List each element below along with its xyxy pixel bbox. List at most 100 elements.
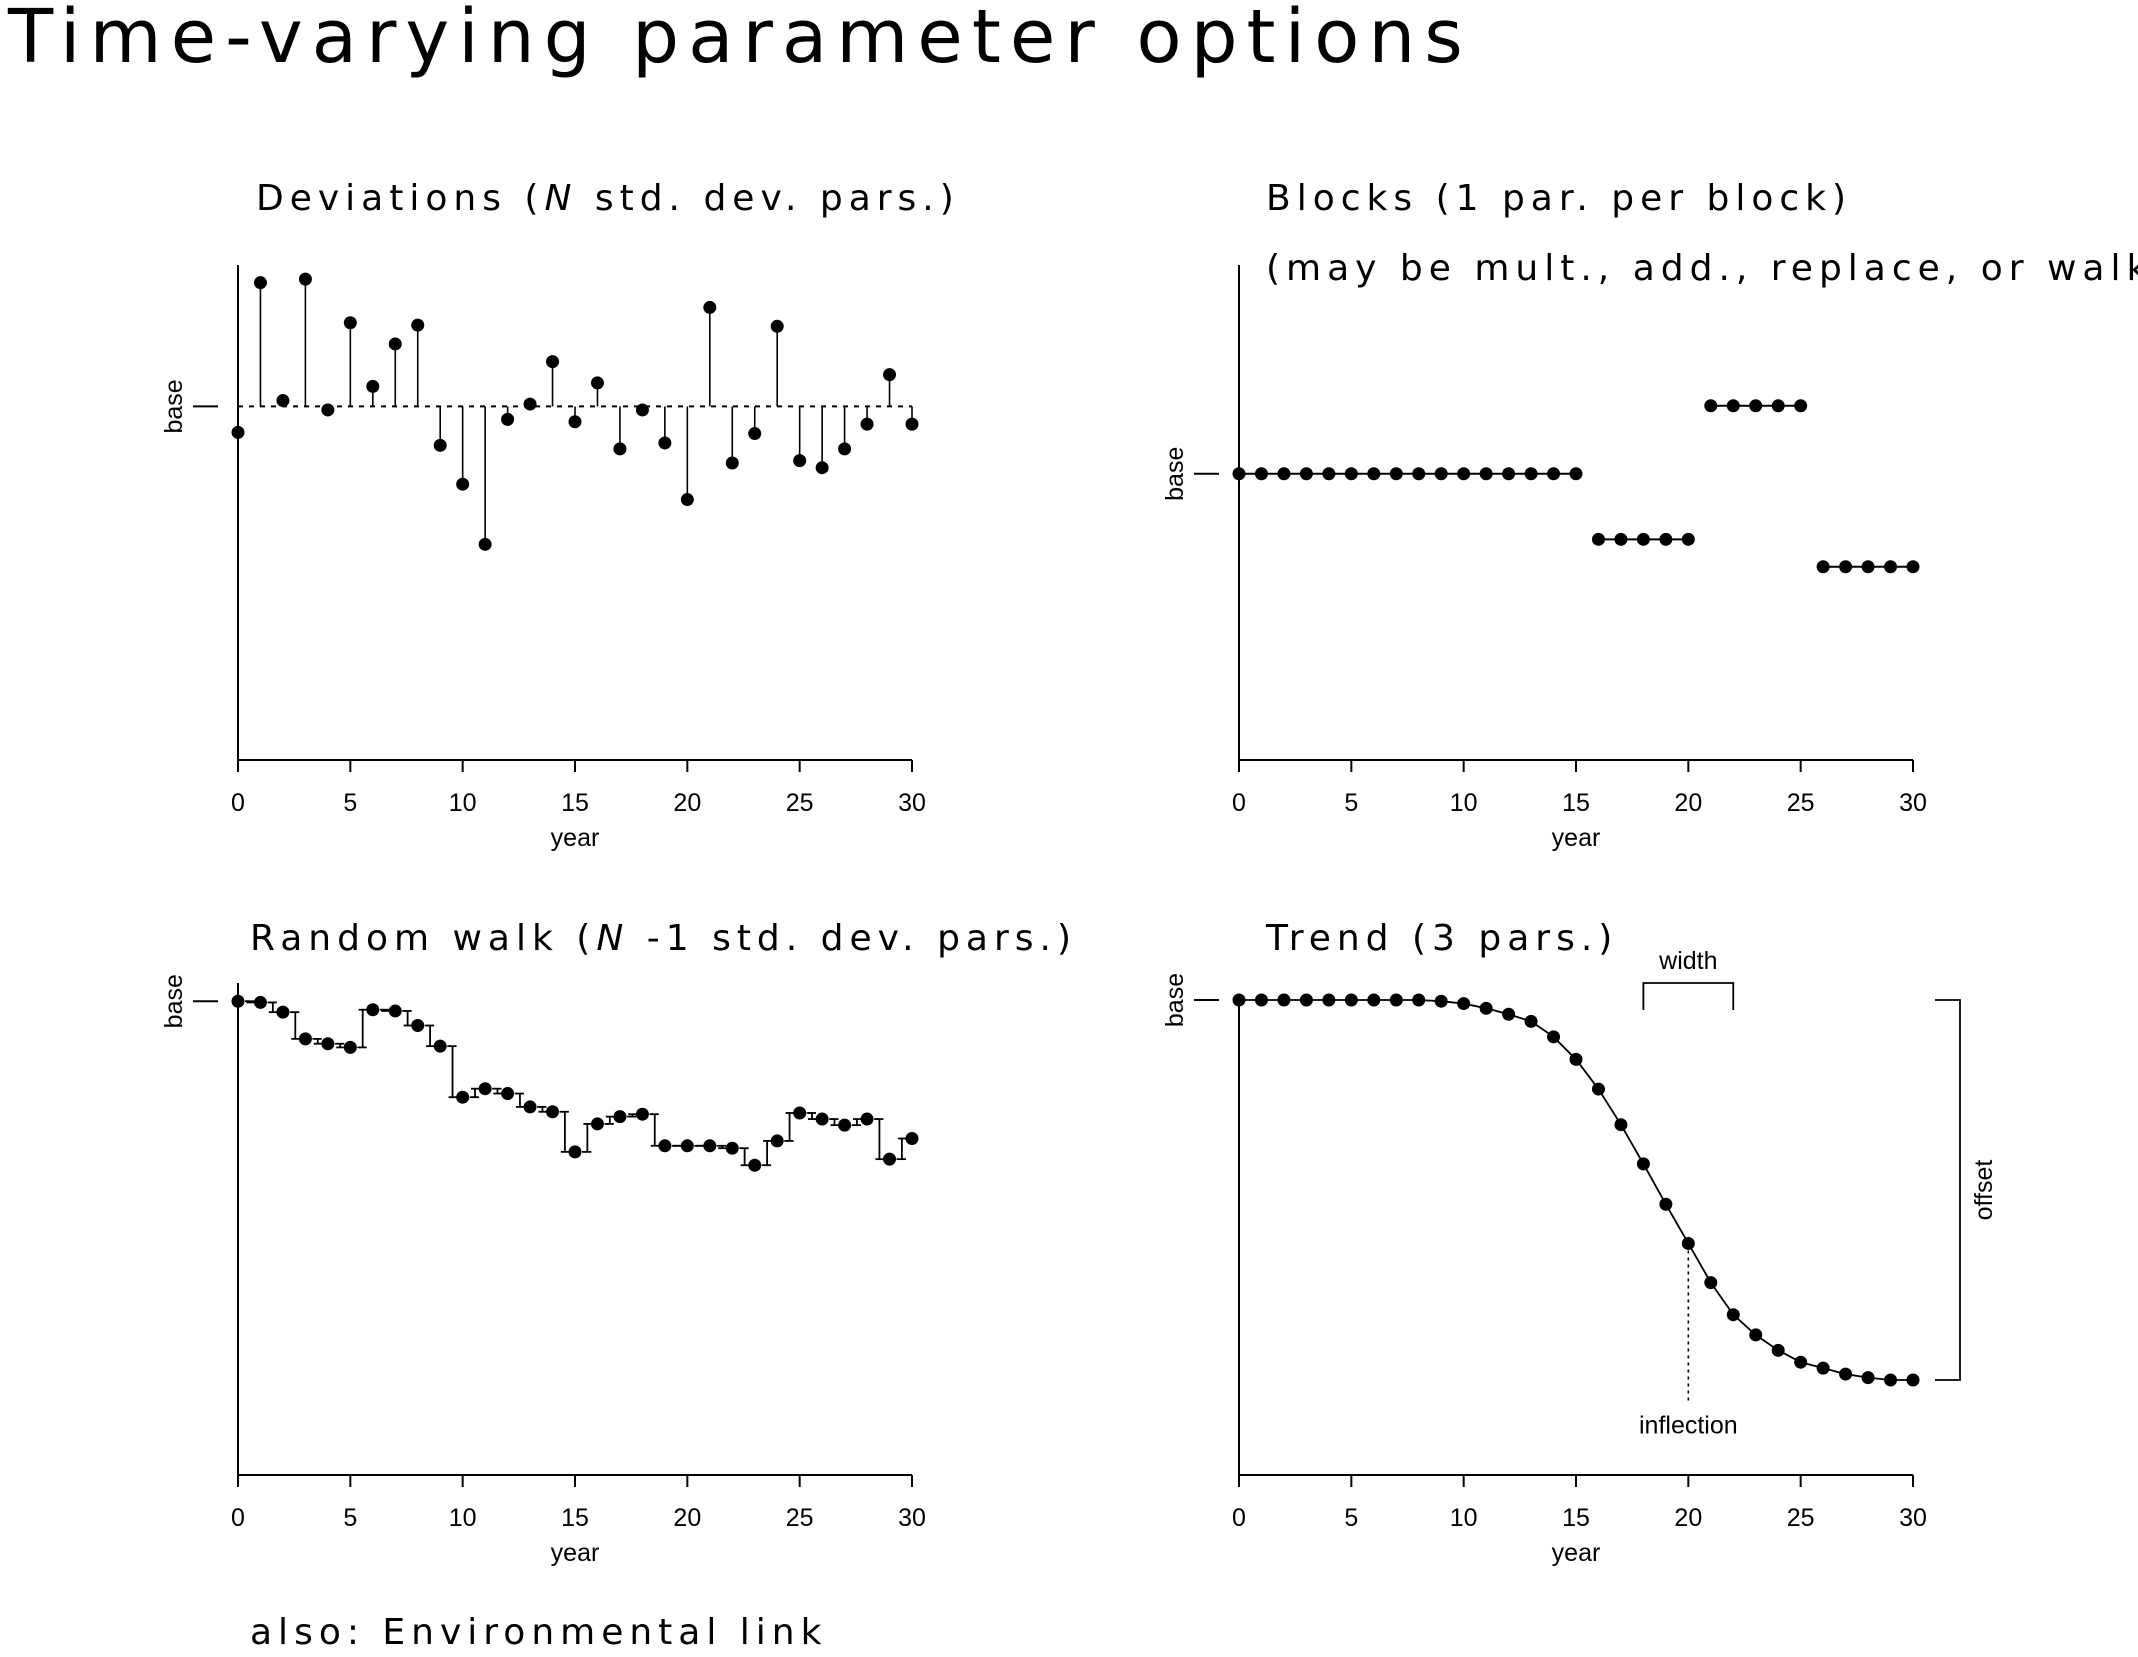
x-tick-label: 10: [449, 1504, 477, 1532]
data-point: [1389, 993, 1403, 1007]
data-point: [815, 461, 829, 475]
data-point: [1906, 560, 1920, 574]
data-point: [770, 1134, 784, 1148]
data-point: [253, 995, 267, 1009]
data-point: [1726, 1308, 1740, 1322]
data-point: [546, 355, 560, 369]
data-point: [1569, 467, 1583, 481]
data-point: [1659, 1197, 1673, 1211]
data-point: [1322, 467, 1336, 481]
title-italic: N: [596, 918, 630, 959]
data-point: [568, 415, 582, 429]
data-point: [1277, 993, 1291, 1007]
title-post: -1 std. dev. pars.): [629, 918, 1078, 959]
x-tick-label: 0: [231, 1504, 245, 1532]
data-point: [1457, 997, 1471, 1011]
y-axis-label: base: [160, 379, 188, 433]
data-point: [1839, 560, 1853, 574]
data-point: [388, 1004, 402, 1018]
data-point: [1861, 560, 1875, 574]
data-point: [658, 1139, 672, 1153]
data-point: [815, 1112, 829, 1126]
data-point: [1457, 467, 1471, 481]
x-tick-label: 5: [1344, 1504, 1358, 1532]
data-point: [388, 337, 402, 351]
x-tick-label: 20: [673, 789, 701, 817]
panel-subtitle-blocks: (may be mult., add., replace, or walk): [1266, 248, 2138, 289]
title-pre: Random walk (: [250, 918, 597, 959]
data-point: [456, 1090, 470, 1104]
data-point: [883, 1152, 897, 1166]
x-tick-label: 30: [1899, 789, 1927, 817]
offset-label: offset: [1970, 1160, 1998, 1221]
chart-deviations: 0 5 10 15 20 25 30 year base: [160, 265, 926, 852]
data-point: [1636, 532, 1650, 546]
data-point: [321, 1037, 335, 1051]
inflection-label: inflection: [1639, 1411, 1738, 1439]
data-point: [838, 442, 852, 456]
data-point: [1681, 532, 1695, 546]
data-point: [276, 1005, 290, 1019]
x-axis-label: year: [551, 1539, 600, 1567]
data-point: [1816, 560, 1830, 574]
data-point: [231, 994, 245, 1008]
data-point: [523, 397, 537, 411]
data-point: [253, 276, 267, 290]
data-point: [1884, 1373, 1898, 1387]
x-axis-label: year: [551, 824, 600, 852]
x-tick-label: 20: [1674, 1504, 1702, 1532]
data-point: [1479, 467, 1493, 481]
data-point: [1232, 993, 1246, 1007]
panel-title-trend: Trend (3 pars.): [1266, 918, 1618, 959]
data-point: [860, 1112, 874, 1126]
data-point: [321, 403, 335, 417]
x-tick-label: 5: [343, 1504, 357, 1532]
data-point: [1412, 993, 1426, 1007]
data-point: [635, 403, 649, 417]
data-point: [1322, 993, 1336, 1007]
data-point: [478, 1082, 492, 1096]
x-tick-label: 15: [1562, 1504, 1590, 1532]
x-tick-label: 30: [898, 789, 926, 817]
data-point: [1839, 1367, 1853, 1381]
data-point: [1299, 993, 1313, 1007]
panel-title-random-walk: Random walk (N -1 std. dev. pars.): [250, 918, 1077, 959]
x-tick-label: 10: [1450, 1504, 1478, 1532]
data-point: [1524, 1014, 1538, 1028]
data-point: [1479, 1001, 1493, 1015]
data-point: [703, 1139, 717, 1153]
data-point: [478, 537, 492, 551]
x-tick-label: 15: [561, 789, 589, 817]
panel-title-blocks: Blocks (1 par. per block): [1266, 178, 1852, 219]
x-tick-label: 25: [786, 1504, 814, 1532]
data-point: [1771, 399, 1785, 413]
panel-title-deviations: Deviations (N std. dev. pars.): [256, 178, 960, 219]
data-point: [1547, 467, 1561, 481]
data-point: [1749, 399, 1763, 413]
data-point: [1502, 1007, 1516, 1021]
data-point: [590, 1117, 604, 1131]
chart-blocks: 0 5 10 15 20 25 30 year base: [1161, 265, 1927, 852]
x-tick-label: 10: [449, 789, 477, 817]
data-point: [411, 318, 425, 332]
data-point: [1434, 467, 1448, 481]
x-tick-label: 0: [231, 789, 245, 817]
data-point: [1816, 1361, 1830, 1375]
x-tick-label: 0: [1232, 789, 1246, 817]
data-point: [1884, 560, 1898, 574]
data-point: [883, 368, 897, 382]
data-point: [276, 394, 290, 408]
data-point: [501, 412, 515, 426]
x-tick-label: 30: [898, 1504, 926, 1532]
data-point: [1704, 1276, 1718, 1290]
x-tick-label: 15: [561, 1504, 589, 1532]
data-point: [905, 1131, 919, 1145]
x-tick-label: 15: [1562, 789, 1590, 817]
x-tick-label: 0: [1232, 1504, 1246, 1532]
data-point: [1547, 1030, 1561, 1044]
data-point: [433, 1039, 447, 1053]
x-tick-label: 20: [673, 1504, 701, 1532]
title-post: std. dev. pars.): [577, 178, 960, 219]
data-point: [1412, 467, 1426, 481]
